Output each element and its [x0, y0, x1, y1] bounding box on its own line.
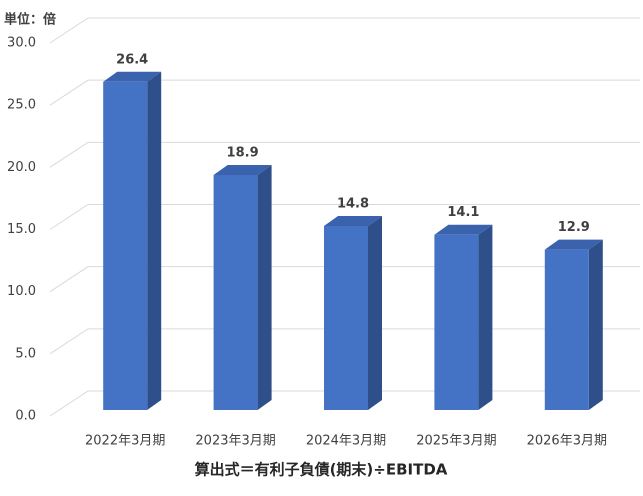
- x-tick-label: 2025年3月期: [416, 434, 496, 449]
- y-tick-label: 15.0: [7, 222, 36, 237]
- value-label: 14.8: [337, 196, 369, 211]
- bar-front: [213, 175, 258, 410]
- bar-front: [324, 225, 368, 410]
- x-tick-label: 2023年3月期: [195, 434, 275, 449]
- bar-front: [103, 81, 148, 410]
- bar: [103, 71, 162, 410]
- bar-side: [478, 224, 493, 410]
- grid-line: [49, 141, 640, 168]
- bar-front: [544, 249, 589, 410]
- value-label: 12.9: [558, 220, 590, 235]
- value-label: 18.9: [227, 146, 259, 161]
- x-axis-title: 算出式＝有利子負債(期末)÷EBITDA: [195, 461, 448, 479]
- y-tick-label: 5.0: [15, 346, 36, 361]
- y-tick-label: 30.0: [7, 36, 36, 51]
- y-tick-label: 20.0: [7, 160, 36, 175]
- grid-line: [49, 17, 640, 44]
- bar-front: [434, 234, 479, 410]
- bar-top: [324, 215, 382, 226]
- bar: [324, 215, 382, 410]
- bar-side: [257, 165, 272, 410]
- bar-side: [588, 239, 603, 410]
- grid-line: [49, 204, 640, 230]
- bar-top: [544, 239, 603, 250]
- y-tick-label: 10.0: [7, 284, 36, 299]
- bar: [544, 239, 603, 410]
- unit-label: 単位：倍: [4, 12, 56, 28]
- bar-top: [434, 224, 493, 235]
- bar-top: [213, 165, 272, 176]
- value-label: 14.1: [447, 205, 479, 220]
- x-tick-label: 2022年3月期: [85, 434, 165, 449]
- y-tick-label: 25.0: [7, 98, 36, 113]
- bar-side: [147, 71, 162, 410]
- bar: [434, 224, 493, 410]
- x-tick-label: 2026年3月期: [527, 434, 607, 449]
- bar: [213, 165, 272, 410]
- x-tick-label: 2024年3月期: [306, 434, 386, 449]
- bar-side: [368, 215, 382, 410]
- value-label: 26.4: [116, 52, 148, 67]
- grid-line: [49, 79, 640, 106]
- bar-top: [103, 71, 162, 82]
- y-tick-label: 0.0: [15, 409, 36, 424]
